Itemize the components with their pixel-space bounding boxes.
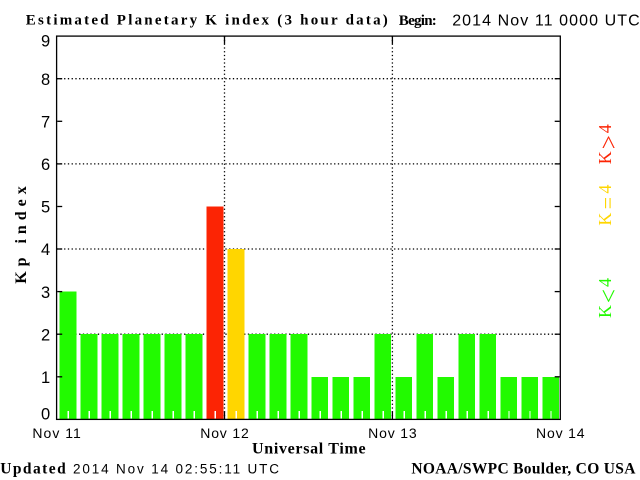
svg-text:2014 Nov 14 02:55:11 UTC: 2014 Nov 14 02:55:11 UTC: [73, 462, 279, 477]
svg-text:7: 7: [41, 114, 50, 132]
svg-text:Nov 12: Nov 12: [200, 425, 249, 441]
svg-text:3: 3: [41, 284, 50, 302]
svg-text:K<4: K<4: [595, 278, 623, 318]
svg-text:Nov 11: Nov 11: [32, 425, 81, 441]
svg-text:2014 Nov 11 0000 UTC: 2014 Nov 11 0000 UTC: [452, 13, 640, 30]
svg-text:Universal Time: Universal Time: [252, 441, 366, 458]
svg-text:9: 9: [41, 33, 50, 51]
svg-text:Begin:: Begin:: [399, 13, 437, 29]
svg-text:5: 5: [41, 199, 50, 217]
svg-text:4: 4: [41, 241, 50, 259]
svg-text:Nov 13: Nov 13: [368, 425, 417, 441]
svg-text:Updated: Updated: [0, 460, 66, 477]
svg-text:8: 8: [41, 71, 50, 89]
svg-text:Nov 14: Nov 14: [536, 425, 585, 441]
svg-text:6: 6: [41, 156, 50, 174]
svg-text:0: 0: [41, 406, 50, 424]
svg-text:1: 1: [41, 369, 50, 387]
svg-text:NOAA/SWPC Boulder, CO USA: NOAA/SWPC Boulder, CO USA: [411, 461, 636, 478]
svg-text:2: 2: [41, 326, 50, 344]
svg-text:Estimated Planetary K index (3: Estimated Planetary K index (3 hour data…: [26, 13, 388, 29]
